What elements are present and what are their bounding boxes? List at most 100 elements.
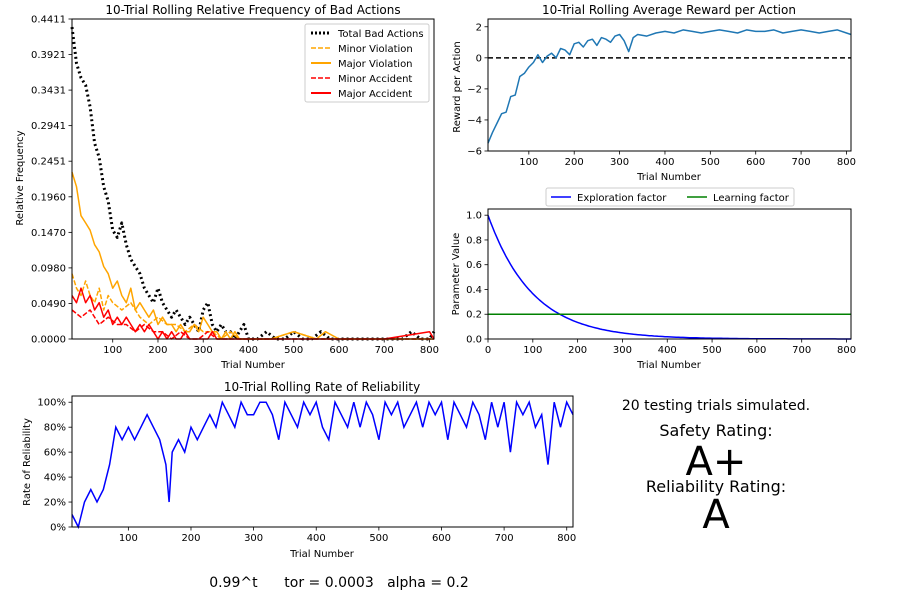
- y-tick-label: 100%: [37, 398, 66, 409]
- legend-label-learning: Learning factor: [713, 193, 790, 204]
- reward-title: 10-Trial Rolling Average Reward per Acti…: [542, 3, 796, 17]
- params-ticks: 0 100 200 300 400 500 600 700 800 0.0 0.2 0.4 0.6 0.8…: [466, 211, 856, 356]
- bad-actions-chart: 10-Trial Rolling Relative Frequency of B…: [15, 3, 439, 371]
- x-tick-label: 400: [655, 157, 674, 168]
- series-line-major-accident: [71, 287, 435, 340]
- series-line-reward: [487, 29, 852, 144]
- x-tick-label: 400: [658, 345, 677, 356]
- reward-ticks: 100 200 300 400 500 600 700 800 −6 −4 −2 0 2: [467, 22, 856, 168]
- x-tick-label: 500: [701, 157, 720, 168]
- x-tick-label: 700: [792, 157, 811, 168]
- x-tick-label: 0: [485, 345, 491, 356]
- bad-actions-legend: Total Bad Actions Minor Violation Major …: [304, 23, 430, 103]
- y-tick-label: 60%: [44, 448, 66, 459]
- bad-actions-xlabel: Trial Number: [220, 360, 286, 371]
- y-tick-label: 0.4411: [31, 15, 66, 26]
- reward-xlabel: Trial Number: [636, 172, 702, 183]
- y-tick-label: 0: [476, 53, 482, 64]
- y-tick-label: 40%: [44, 473, 66, 484]
- reward-frame: [487, 18, 852, 152]
- reliability-rating-label: Reliability Rating:: [646, 477, 786, 496]
- x-tick-label: 300: [244, 533, 263, 544]
- x-tick-label: 100: [519, 157, 538, 168]
- x-tick-label: 400: [239, 345, 258, 356]
- bad-actions-title: 10-Trial Rolling Relative Frequency of B…: [105, 3, 400, 17]
- reliability-chart: 10-Trial Rolling Rate of Reliability Rat…: [22, 380, 576, 560]
- x-tick-label: 200: [148, 345, 167, 356]
- testing-trials-text: 20 testing trials simulated.: [622, 398, 810, 414]
- params-xlabel: Trial Number: [636, 360, 702, 371]
- x-tick-label: 200: [181, 533, 200, 544]
- x-tick-label: 500: [369, 533, 388, 544]
- legend-box: [304, 23, 430, 103]
- y-tick-label: 20%: [44, 498, 66, 509]
- params-caption: 0.99^t tor = 0.0003 alpha = 0.2: [209, 575, 469, 591]
- params-chart: Exploration factor Learning factor Param…: [451, 187, 856, 371]
- summary-panel: 20 testing trials simulated. Safety Rati…: [209, 398, 810, 591]
- reward-series: [487, 29, 852, 144]
- x-tick-label: 300: [194, 345, 213, 356]
- y-tick-label: 0.4: [466, 285, 482, 296]
- x-tick-label: 100: [119, 533, 138, 544]
- x-tick-label: 600: [747, 345, 766, 356]
- legend-label-minor-accident: Minor Accident: [338, 74, 412, 85]
- reliability-xlabel: Trial Number: [289, 549, 355, 560]
- reliability-ticks: 100 200 300 400 500 600 700 800 0% 20% 40% 60% 80% 10…: [37, 398, 576, 544]
- x-tick-label: 500: [703, 345, 722, 356]
- y-tick-label: 0.6: [466, 260, 482, 271]
- y-tick-label: 0.0000: [31, 335, 66, 346]
- y-tick-label: 0.0980: [31, 263, 66, 274]
- x-tick-label: 300: [613, 345, 632, 356]
- legend-label-exploration: Exploration factor: [577, 193, 667, 204]
- legend-label-major-violation: Major Violation: [338, 59, 413, 70]
- y-tick-label: 0.3921: [31, 50, 66, 61]
- bad-actions-ylabel: Relative Frequency: [15, 130, 26, 225]
- x-tick-label: 700: [792, 345, 811, 356]
- x-tick-label: 700: [495, 533, 514, 544]
- reliability-ylabel: Rate of Reliability: [22, 418, 33, 506]
- y-tick-label: 0.2941: [31, 121, 66, 132]
- y-tick-label: −4: [467, 115, 482, 126]
- series-line-reliability: [71, 399, 574, 530]
- y-tick-label: 0.1960: [31, 192, 66, 203]
- bad-actions-ticks: 100 200 300 400 500 600 700 800 0.0000 0.0490 0.09…: [31, 15, 439, 357]
- y-tick-label: 0.0490: [31, 299, 66, 310]
- y-tick-label: 80%: [44, 423, 66, 434]
- y-tick-label: 0.3431: [31, 86, 66, 97]
- x-tick-label: 800: [557, 533, 576, 544]
- x-tick-label: 200: [565, 157, 584, 168]
- reliability-rating-grade: A: [702, 492, 730, 538]
- x-tick-label: 600: [329, 345, 348, 356]
- x-tick-label: 400: [307, 533, 326, 544]
- x-tick-label: 200: [568, 345, 587, 356]
- y-tick-label: 0.2451: [31, 157, 66, 168]
- params-frame: [487, 208, 852, 340]
- y-tick-label: 0.1470: [31, 228, 66, 239]
- x-tick-label: 700: [375, 345, 394, 356]
- y-tick-label: 1.0: [466, 211, 482, 222]
- safety-rating-grade: A+: [686, 439, 747, 485]
- reliability-title: 10-Trial Rolling Rate of Reliability: [224, 380, 420, 394]
- x-tick-label: 600: [432, 533, 451, 544]
- series-line-exploration-factor: [487, 214, 851, 340]
- reward-chart: 10-Trial Rolling Average Reward per Acti…: [452, 3, 856, 183]
- y-tick-label: 0.0: [466, 335, 482, 346]
- series-line-major-violation: [71, 171, 434, 340]
- params-legend: Exploration factor Learning factor: [545, 187, 795, 207]
- y-tick-label: −6: [467, 147, 482, 158]
- x-tick-label: 500: [284, 345, 303, 356]
- params-ylabel: Parameter Value: [451, 233, 462, 316]
- x-tick-label: 600: [746, 157, 765, 168]
- x-tick-label: 800: [837, 345, 856, 356]
- bad-actions-frame: [71, 18, 435, 340]
- x-tick-label: 800: [837, 157, 856, 168]
- y-tick-label: 2: [476, 22, 482, 33]
- reward-ylabel: Reward per Action: [452, 41, 463, 133]
- y-tick-label: −2: [467, 84, 482, 95]
- series-line-minor-violation: [71, 273, 434, 340]
- x-tick-label: 300: [610, 157, 629, 168]
- x-tick-label: 100: [103, 345, 122, 356]
- x-tick-label: 800: [420, 345, 439, 356]
- reliability-series: [71, 399, 574, 530]
